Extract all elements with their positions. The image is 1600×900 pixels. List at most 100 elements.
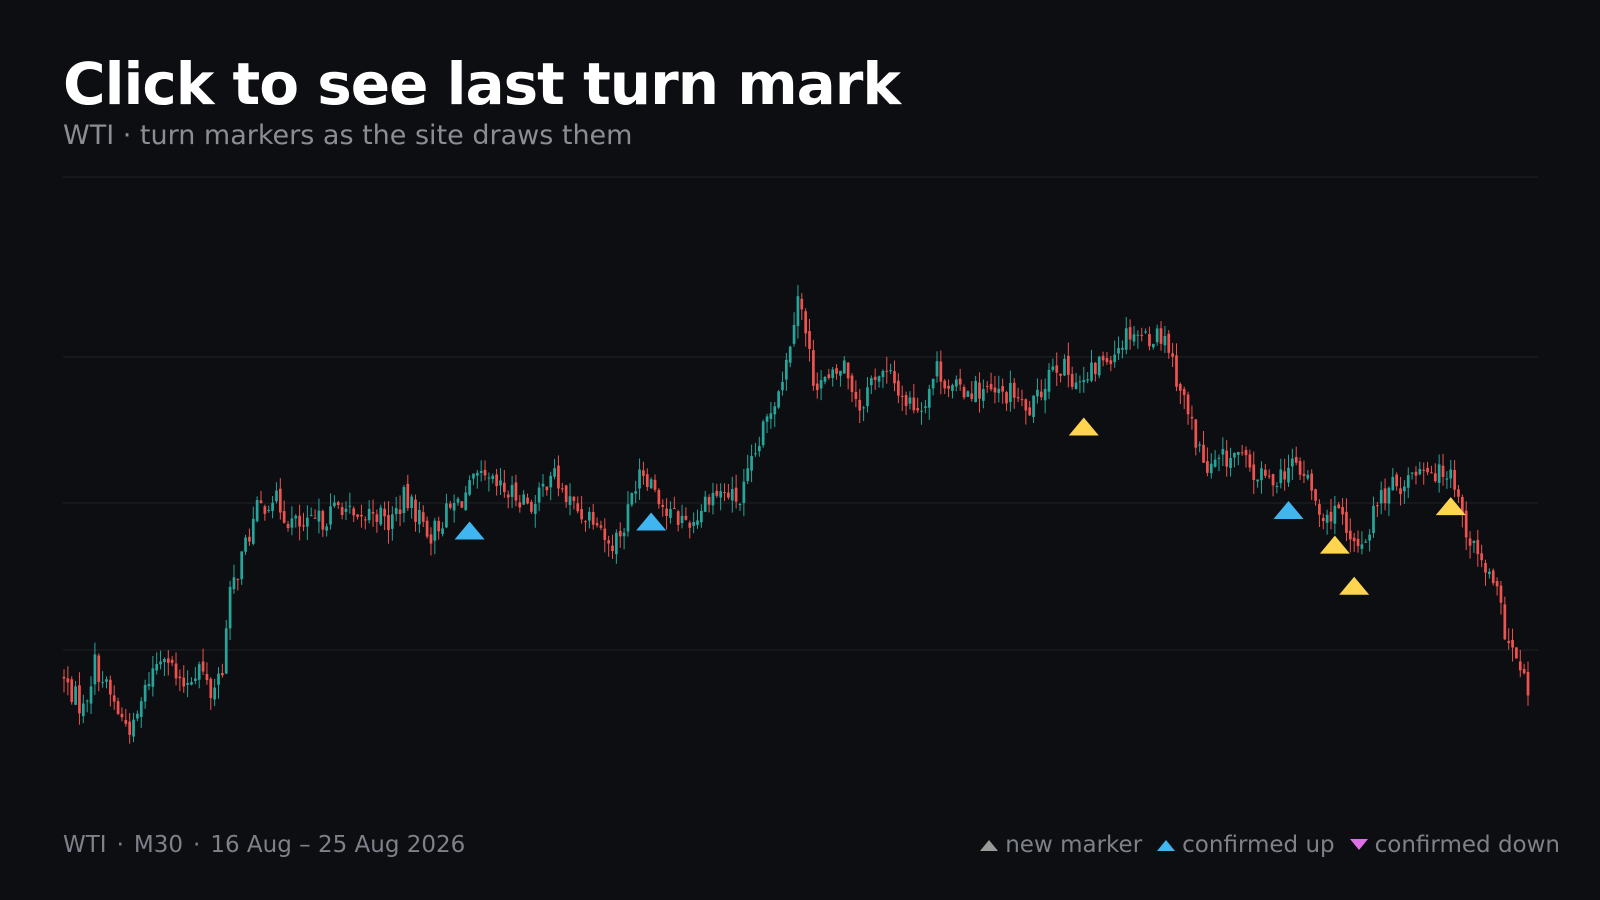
candle[interactable] (1337, 501, 1341, 509)
candle[interactable] (70, 676, 74, 705)
candle[interactable] (893, 360, 896, 392)
candle[interactable] (329, 493, 332, 530)
candle[interactable] (1503, 596, 1507, 641)
candle[interactable] (1117, 336, 1120, 361)
candle[interactable] (1345, 498, 1348, 542)
candle[interactable] (607, 535, 611, 557)
candle[interactable] (371, 499, 375, 527)
candle[interactable] (1464, 501, 1468, 551)
candle[interactable] (1090, 349, 1093, 383)
candle[interactable] (448, 500, 452, 510)
candle[interactable] (642, 461, 645, 485)
candle[interactable] (1136, 330, 1140, 349)
candle[interactable] (163, 657, 166, 677)
candle[interactable] (618, 522, 622, 548)
candle[interactable] (356, 514, 359, 520)
new-marker-triangle[interactable] (1068, 417, 1099, 436)
candle[interactable] (553, 458, 556, 480)
candle[interactable] (217, 667, 220, 699)
candle[interactable] (1368, 529, 1371, 552)
candle[interactable] (935, 351, 939, 383)
candle[interactable] (1383, 478, 1387, 511)
candle[interactable] (309, 507, 313, 517)
candle[interactable] (869, 375, 873, 394)
candle[interactable] (321, 509, 325, 537)
candles[interactable] (62, 285, 1530, 744)
candle[interactable] (711, 482, 715, 515)
confirmed-up-triangle[interactable] (636, 512, 667, 531)
candle[interactable] (549, 471, 553, 501)
candle[interactable] (298, 504, 301, 541)
candle[interactable] (951, 383, 954, 399)
candle[interactable] (750, 444, 753, 483)
candle[interactable] (224, 619, 228, 675)
candle[interactable] (622, 527, 626, 550)
candle[interactable] (93, 642, 97, 695)
candle[interactable] (348, 492, 352, 514)
candle[interactable] (375, 509, 379, 533)
candle[interactable] (282, 500, 286, 524)
candle[interactable] (1151, 343, 1155, 350)
candle[interactable] (1314, 488, 1317, 506)
candle[interactable] (993, 376, 997, 404)
candle[interactable] (1059, 373, 1062, 383)
candle[interactable] (765, 413, 769, 434)
candle[interactable] (719, 483, 723, 511)
candle[interactable] (842, 356, 846, 374)
candle[interactable] (808, 318, 811, 362)
candle[interactable] (974, 375, 977, 403)
candle[interactable] (599, 520, 603, 531)
candle[interactable] (1094, 361, 1097, 382)
candle[interactable] (182, 665, 186, 693)
candle[interactable] (587, 507, 591, 529)
candle[interactable] (784, 352, 788, 391)
candle[interactable] (290, 506, 294, 536)
candle[interactable] (1109, 355, 1113, 372)
candle[interactable] (352, 506, 356, 523)
candle[interactable] (1267, 469, 1271, 480)
candle[interactable] (128, 713, 132, 744)
candle[interactable] (472, 473, 475, 485)
candle[interactable] (62, 669, 66, 693)
candle[interactable] (1182, 386, 1186, 410)
candle[interactable] (835, 364, 838, 380)
candle[interactable] (827, 368, 831, 380)
candlestick-chart[interactable] (0, 0, 1600, 820)
candle[interactable] (1051, 358, 1055, 372)
candle[interactable] (1379, 481, 1383, 515)
candle[interactable] (1441, 453, 1445, 486)
candle[interactable] (101, 671, 104, 688)
candle[interactable] (897, 373, 900, 404)
candle[interactable] (1148, 326, 1151, 351)
candle[interactable] (1229, 447, 1232, 477)
candle[interactable] (634, 480, 638, 504)
candle[interactable] (1252, 451, 1256, 495)
candle[interactable] (584, 520, 587, 532)
candle[interactable] (754, 442, 757, 457)
candle[interactable] (1321, 513, 1325, 530)
candle[interactable] (109, 675, 112, 707)
candle[interactable] (1020, 389, 1024, 407)
candle[interactable] (414, 494, 417, 532)
candle[interactable] (723, 483, 726, 502)
candle[interactable] (1302, 460, 1306, 484)
candle[interactable] (649, 477, 653, 489)
candle[interactable] (881, 369, 885, 389)
candle[interactable] (1387, 486, 1391, 516)
new-marker-triangle[interactable] (1435, 497, 1466, 516)
candle[interactable] (1329, 498, 1333, 530)
candle[interactable] (730, 476, 734, 513)
candle[interactable] (742, 468, 746, 517)
candle[interactable] (630, 492, 634, 507)
candle[interactable] (475, 469, 479, 489)
candle[interactable] (920, 402, 923, 425)
candle[interactable] (603, 518, 607, 553)
candle[interactable] (734, 474, 738, 509)
candle[interactable] (545, 486, 549, 496)
candle[interactable] (306, 505, 309, 541)
candle[interactable] (885, 356, 889, 384)
candle[interactable] (425, 516, 429, 539)
candle[interactable] (174, 652, 178, 686)
candle[interactable] (707, 494, 711, 513)
candle[interactable] (255, 496, 259, 523)
